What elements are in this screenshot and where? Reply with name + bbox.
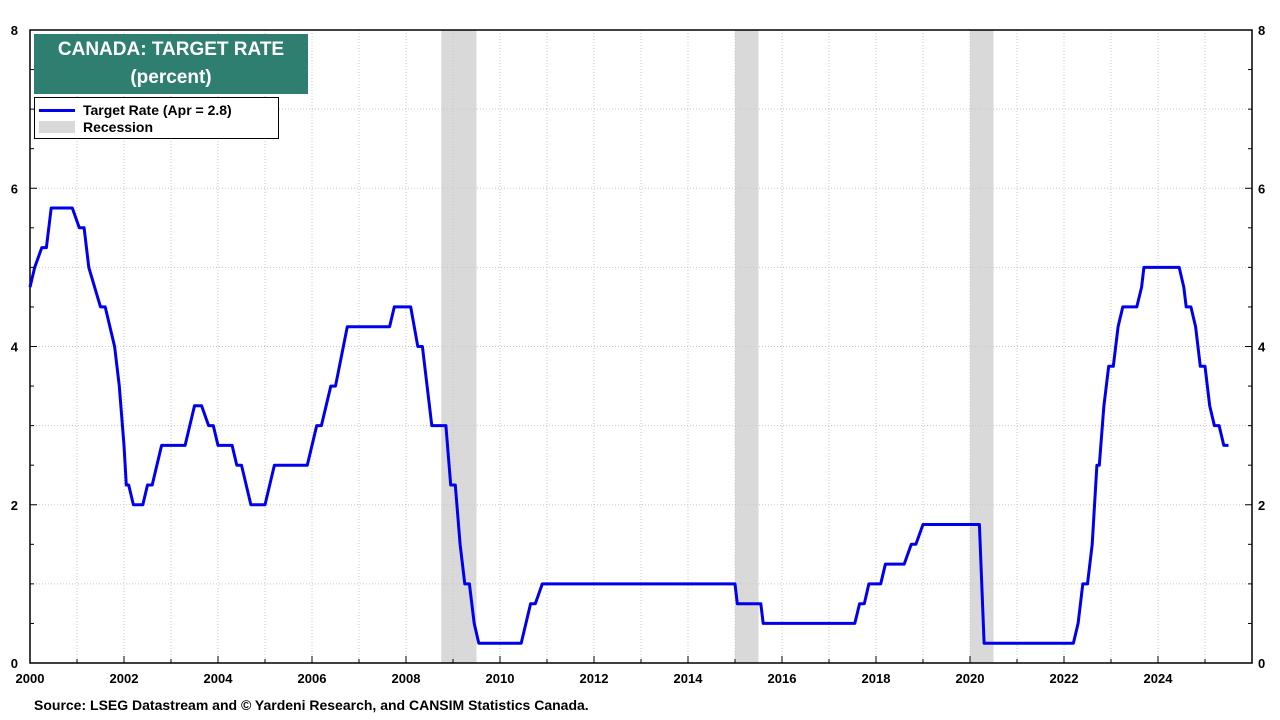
xtick-label-2022: 2022 [1050, 671, 1079, 686]
chart-subtitle: (percent) [130, 67, 212, 88]
ytick-label-right-2: 2 [1258, 498, 1265, 513]
recession-band-1 [735, 30, 759, 663]
xtick-label-2004: 2004 [204, 671, 234, 686]
xtick-label-2008: 2008 [392, 671, 421, 686]
source-note: Source: LSEG Datastream and © Yardeni Re… [34, 697, 589, 713]
ytick-label-left-6: 6 [11, 181, 18, 196]
chart-title: CANADA: TARGET RATE [57, 39, 285, 60]
chart-title-box: CANADA: TARGET RATE (percent) [34, 34, 308, 94]
xtick-label-2024: 2024 [1144, 671, 1174, 686]
xtick-label-2014: 2014 [674, 671, 704, 686]
series-line-target-rate [28, 206, 1229, 645]
xtick-label-2006: 2006 [298, 671, 327, 686]
legend-label-recession: Recession [83, 119, 154, 135]
ytick-label-left-0: 0 [11, 656, 18, 671]
xtick-label-2020: 2020 [956, 671, 985, 686]
ytick-label-right-6: 6 [1258, 181, 1265, 196]
ytick-label-left-4: 4 [11, 340, 19, 355]
legend-item-recession: Recession [39, 118, 153, 136]
xtick-label-2012: 2012 [580, 671, 609, 686]
xtick-label-2010: 2010 [486, 671, 515, 686]
legend-item-target-rate: Target Rate (Apr = 2.8) [39, 101, 232, 119]
legend-swatch-target-rate [39, 108, 75, 112]
ytick-label-right-0: 0 [1258, 656, 1265, 671]
legend-swatch-recession [39, 121, 75, 133]
legend-label-target-rate: Target Rate (Apr = 2.8) [83, 102, 232, 118]
ytick-label-left-8: 8 [11, 23, 18, 38]
ytick-label-right-4: 4 [1258, 340, 1266, 355]
xtick-label-2016: 2016 [768, 671, 797, 686]
ytick-label-right-8: 8 [1258, 23, 1265, 38]
xtick-label-2018: 2018 [862, 671, 891, 686]
xtick-label-2000: 2000 [16, 671, 45, 686]
ytick-label-left-2: 2 [11, 498, 18, 513]
legend: Target Rate (Apr = 2.8) Recession [34, 97, 279, 139]
xtick-label-2002: 2002 [110, 671, 139, 686]
